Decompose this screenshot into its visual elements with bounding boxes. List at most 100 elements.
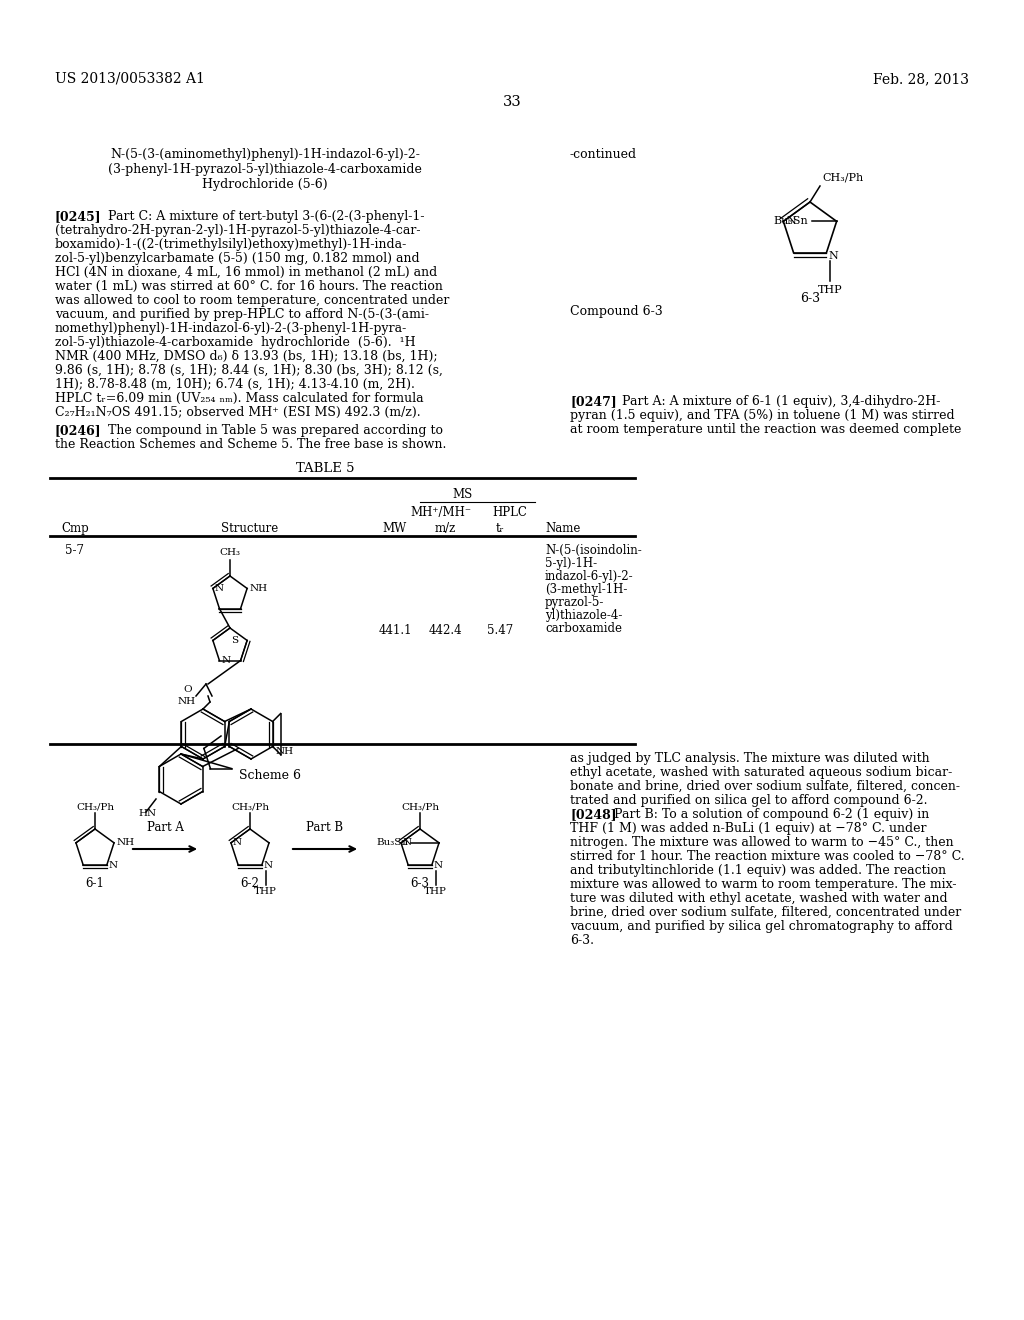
Text: boxamido)-1-((2-(trimethylsilyl)ethoxy)methyl)-1H-inda-: boxamido)-1-((2-(trimethylsilyl)ethoxy)m… <box>55 238 408 251</box>
Text: the Reaction Schemes and Scheme 5. The free base is shown.: the Reaction Schemes and Scheme 5. The f… <box>55 438 446 451</box>
Text: stirred for 1 hour. The reaction mixture was cooled to −78° C.: stirred for 1 hour. The reaction mixture… <box>570 850 965 863</box>
Text: CH₃/Ph: CH₃/Ph <box>822 172 863 182</box>
Text: Part B: To a solution of compound 6-2 (1 equiv) in: Part B: To a solution of compound 6-2 (1… <box>614 808 929 821</box>
Text: N-(5-(3-(aminomethyl)phenyl)-1H-indazol-6-yl)-2-: N-(5-(3-(aminomethyl)phenyl)-1H-indazol-… <box>110 148 420 161</box>
Text: N: N <box>786 216 796 226</box>
Text: HN: HN <box>138 809 156 818</box>
Text: THF (1 M) was added n-BuLi (1 equiv) at −78° C. under: THF (1 M) was added n-BuLi (1 equiv) at … <box>570 822 927 836</box>
Text: N: N <box>434 861 443 870</box>
Text: water (1 mL) was stirred at 60° C. for 16 hours. The reaction: water (1 mL) was stirred at 60° C. for 1… <box>55 280 442 293</box>
Text: ture was diluted with ethyl acetate, washed with water and: ture was diluted with ethyl acetate, was… <box>570 892 947 906</box>
Text: THP: THP <box>254 887 278 896</box>
Text: Part B: Part B <box>306 821 344 834</box>
Text: and tributyltinchloride (1.1 equiv) was added. The reaction: and tributyltinchloride (1.1 equiv) was … <box>570 865 946 876</box>
Text: vacuum, and purified by prep-HPLC to afford N-(5-(3-(ami-: vacuum, and purified by prep-HPLC to aff… <box>55 308 429 321</box>
Text: THP: THP <box>818 285 843 294</box>
Text: mixture was allowed to warm to room temperature. The mix-: mixture was allowed to warm to room temp… <box>570 878 956 891</box>
Text: (3-phenyl-1H-pyrazol-5-yl)thiazole-4-carboxamide: (3-phenyl-1H-pyrazol-5-yl)thiazole-4-car… <box>109 162 422 176</box>
Text: ethyl acetate, washed with saturated aqueous sodium bicar-: ethyl acetate, washed with saturated aqu… <box>570 766 952 779</box>
Text: TABLE 5: TABLE 5 <box>296 462 354 475</box>
Text: Feb. 28, 2013: Feb. 28, 2013 <box>873 73 969 86</box>
Text: HPLC: HPLC <box>493 506 527 519</box>
Text: zol-5-yl)thiazole-4-carboxamide  hydrochloride  (5-6).  ¹H: zol-5-yl)thiazole-4-carboxamide hydrochl… <box>55 337 416 348</box>
Text: N: N <box>221 656 230 665</box>
Text: N: N <box>828 251 839 260</box>
Text: The compound in Table 5 was prepared according to: The compound in Table 5 was prepared acc… <box>108 424 443 437</box>
Text: indazol-6-yl)-2-: indazol-6-yl)-2- <box>545 570 634 583</box>
Text: Name: Name <box>545 521 581 535</box>
Text: NH: NH <box>178 697 196 706</box>
Text: vacuum, and purified by silica gel chromatography to afford: vacuum, and purified by silica gel chrom… <box>570 920 952 933</box>
Text: bonate and brine, dried over sodium sulfate, filtered, concen-: bonate and brine, dried over sodium sulf… <box>570 780 961 793</box>
Text: tᵣ: tᵣ <box>496 521 505 535</box>
Text: 5-7: 5-7 <box>66 544 85 557</box>
Text: N: N <box>109 861 118 870</box>
Text: [0247]: [0247] <box>570 395 616 408</box>
Text: yl)thiazole-4-: yl)thiazole-4- <box>545 609 623 622</box>
Text: N: N <box>403 838 412 847</box>
Text: nomethyl)phenyl)-1H-indazol-6-yl)-2-(3-phenyl-1H-pyra-: nomethyl)phenyl)-1H-indazol-6-yl)-2-(3-p… <box>55 322 408 335</box>
Text: 6-1: 6-1 <box>86 876 104 890</box>
Text: 6-3: 6-3 <box>800 292 820 305</box>
Text: pyran (1.5 equiv), and TFA (5%) in toluene (1 M) was stirred: pyran (1.5 equiv), and TFA (5%) in tolue… <box>570 409 954 422</box>
Text: NH: NH <box>249 583 267 593</box>
Text: Structure: Structure <box>221 521 279 535</box>
Text: 5-yl)-1H-: 5-yl)-1H- <box>545 557 597 570</box>
Text: [0248]: [0248] <box>570 808 616 821</box>
Text: 1H); 8.78-8.48 (m, 10H); 6.74 (s, 1H); 4.13-4.10 (m, 2H).: 1H); 8.78-8.48 (m, 10H); 6.74 (s, 1H); 4… <box>55 378 415 391</box>
Text: 6-3.: 6-3. <box>570 935 594 946</box>
Text: was allowed to cool to room temperature, concentrated under: was allowed to cool to room temperature,… <box>55 294 450 308</box>
Text: C₂₇H₂₁N₇OS 491.15; observed MH⁺ (ESI MS) 492.3 (m/z).: C₂₇H₂₁N₇OS 491.15; observed MH⁺ (ESI MS)… <box>55 407 421 418</box>
Text: N: N <box>264 861 272 870</box>
Text: O: O <box>183 685 193 694</box>
Text: nitrogen. The mixture was allowed to warm to −45° C., then: nitrogen. The mixture was allowed to war… <box>570 836 953 849</box>
Text: CH₃/Ph: CH₃/Ph <box>231 803 269 810</box>
Text: (3-methyl-1H-: (3-methyl-1H- <box>545 583 628 597</box>
Text: MS: MS <box>453 488 473 502</box>
Text: Cmp: Cmp <box>61 521 89 535</box>
Text: CH₃/Ph: CH₃/Ph <box>76 803 114 810</box>
Text: 6-2: 6-2 <box>241 876 259 890</box>
Text: N-(5-(isoindolin-: N-(5-(isoindolin- <box>545 544 642 557</box>
Text: N: N <box>233 838 242 847</box>
Text: Compound 6-3: Compound 6-3 <box>570 305 663 318</box>
Text: Bu₃Sn: Bu₃Sn <box>774 216 809 226</box>
Text: 33: 33 <box>503 95 521 110</box>
Text: MH⁺/MH⁻: MH⁺/MH⁻ <box>411 506 472 519</box>
Text: trated and purified on silica gel to afford compound 6-2.: trated and purified on silica gel to aff… <box>570 795 928 807</box>
Text: Part A: A mixture of 6-1 (1 equiv), 3,4-dihydro-2H-: Part A: A mixture of 6-1 (1 equiv), 3,4-… <box>622 395 940 408</box>
Text: Hydrochloride (5-6): Hydrochloride (5-6) <box>202 178 328 191</box>
Text: NMR (400 MHz, DMSO d₆) δ 13.93 (bs, 1H); 13.18 (bs, 1H);: NMR (400 MHz, DMSO d₆) δ 13.93 (bs, 1H);… <box>55 350 437 363</box>
Text: CH₃: CH₃ <box>219 548 241 557</box>
Text: Part C: A mixture of tert-butyl 3-(6-(2-(3-phenyl-1-: Part C: A mixture of tert-butyl 3-(6-(2-… <box>108 210 425 223</box>
Text: CH₃/Ph: CH₃/Ph <box>401 803 439 810</box>
Text: 442.4: 442.4 <box>428 624 462 638</box>
Text: MW: MW <box>383 521 408 535</box>
Text: Part A: Part A <box>146 821 183 834</box>
Text: NH: NH <box>116 838 134 847</box>
Text: (tetrahydro-2H-pyran-2-yl)-1H-pyrazol-5-yl)thiazole-4-car-: (tetrahydro-2H-pyran-2-yl)-1H-pyrazol-5-… <box>55 224 421 238</box>
Text: Bu₃Sn: Bu₃Sn <box>377 838 409 847</box>
Text: NH: NH <box>275 747 294 756</box>
Text: zol-5-yl)benzylcarbamate (5-5) (150 mg, 0.182 mmol) and: zol-5-yl)benzylcarbamate (5-5) (150 mg, … <box>55 252 420 265</box>
Text: 6-3: 6-3 <box>411 876 429 890</box>
Text: [0245]: [0245] <box>55 210 101 223</box>
Text: US 2013/0053382 A1: US 2013/0053382 A1 <box>55 73 205 86</box>
Text: as judged by TLC analysis. The mixture was diluted with: as judged by TLC analysis. The mixture w… <box>570 752 930 766</box>
Text: 9.86 (s, 1H); 8.78 (s, 1H); 8.44 (s, 1H); 8.30 (bs, 3H); 8.12 (s,: 9.86 (s, 1H); 8.78 (s, 1H); 8.44 (s, 1H)… <box>55 364 442 378</box>
Text: carboxamide: carboxamide <box>545 622 622 635</box>
Text: 5.47: 5.47 <box>486 624 513 638</box>
Text: THP: THP <box>424 887 447 896</box>
Text: HPLC tᵣ=6.09 min (UV₂₅₄ ₙₘ). Mass calculated for formula: HPLC tᵣ=6.09 min (UV₂₅₄ ₙₘ). Mass calcul… <box>55 392 424 405</box>
Text: -continued: -continued <box>570 148 637 161</box>
Text: Scheme 6: Scheme 6 <box>239 770 301 781</box>
Text: brine, dried over sodium sulfate, filtered, concentrated under: brine, dried over sodium sulfate, filter… <box>570 906 962 919</box>
Text: pyrazol-5-: pyrazol-5- <box>545 597 604 609</box>
Text: S: S <box>231 636 239 645</box>
Text: HCl (4N in dioxane, 4 mL, 16 mmol) in methanol (2 mL) and: HCl (4N in dioxane, 4 mL, 16 mmol) in me… <box>55 267 437 279</box>
Text: m/z: m/z <box>434 521 456 535</box>
Text: 441.1: 441.1 <box>378 624 412 638</box>
Text: at room temperature until the reaction was deemed complete: at room temperature until the reaction w… <box>570 422 962 436</box>
Text: N: N <box>215 583 224 593</box>
Text: [0246]: [0246] <box>55 424 101 437</box>
